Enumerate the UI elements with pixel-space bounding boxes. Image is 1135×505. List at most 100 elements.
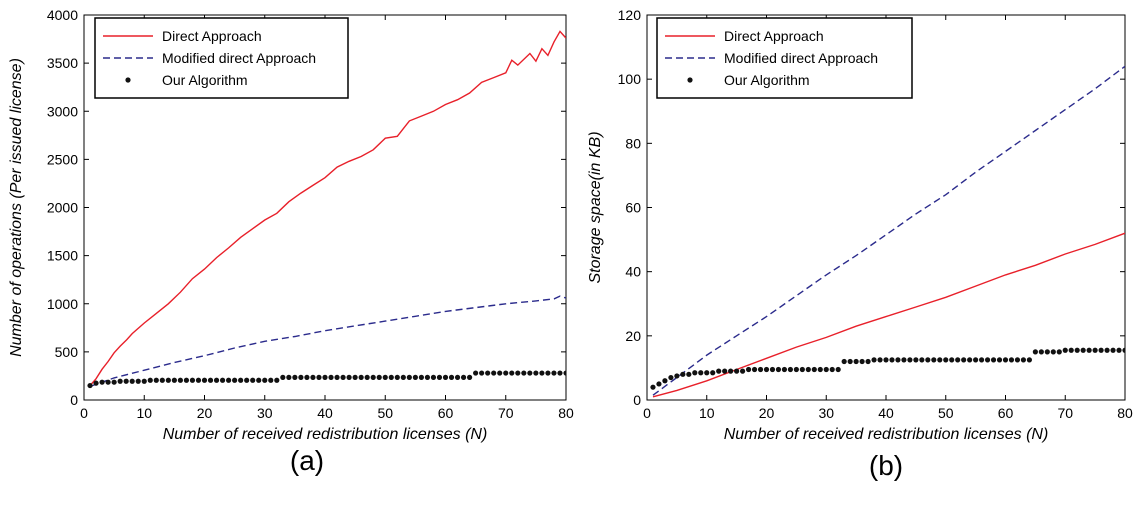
- data-point: [919, 357, 925, 363]
- data-point: [728, 368, 734, 374]
- data-point: [159, 377, 165, 383]
- data-point: [1098, 347, 1104, 353]
- data-point: [1044, 349, 1050, 355]
- legend-marker: [687, 77, 693, 83]
- data-point: [213, 377, 220, 383]
- y-axis-label: Storage space(in KB): [587, 131, 604, 283]
- x-tick-label: 20: [197, 405, 213, 421]
- x-axis-label: Number of received redistribution licens…: [724, 426, 1049, 443]
- y-tick-label: 3500: [47, 55, 78, 71]
- data-point: [226, 377, 232, 383]
- data-point: [781, 366, 788, 373]
- x-tick-label: 30: [257, 405, 273, 421]
- data-point: [340, 374, 346, 380]
- data-point: [841, 358, 847, 365]
- data-point: [286, 374, 292, 380]
- data-point: [889, 357, 895, 363]
- data-point: [460, 374, 467, 380]
- data-point: [479, 370, 485, 376]
- data-point: [491, 370, 497, 376]
- data-point: [111, 379, 117, 385]
- data-point: [674, 373, 680, 379]
- y-tick-label: 100: [618, 71, 642, 87]
- x-tick-label: 0: [80, 405, 88, 421]
- legend-marker: [125, 77, 131, 83]
- x-tick-label: 40: [317, 405, 333, 421]
- data-point: [280, 374, 286, 380]
- data-point: [967, 357, 973, 363]
- data-point: [787, 366, 794, 373]
- y-tick-label: 2000: [47, 200, 78, 216]
- series-our-algorithm: [650, 347, 1125, 390]
- data-point: [1002, 357, 1009, 363]
- data-point: [370, 374, 376, 380]
- data-point: [1104, 347, 1110, 353]
- data-point: [388, 374, 394, 380]
- data-point: [757, 366, 764, 373]
- data-point: [734, 368, 740, 374]
- y-tick-label: 1500: [47, 248, 78, 264]
- data-point: [424, 374, 431, 380]
- data-point: [99, 379, 105, 385]
- data-point: [686, 371, 692, 377]
- data-point: [135, 378, 141, 384]
- data-point: [533, 370, 539, 376]
- chart-panel-a: 0 10 20 30 40 50 60 70 80 0 500 1000 1500 2000 2500 300…: [8, 7, 574, 476]
- data-point: [183, 377, 190, 383]
- legend: Direct Approach Modified direct Approach O…: [656, 17, 913, 99]
- data-point: [961, 357, 967, 363]
- data-point: [219, 377, 226, 383]
- data-point: [563, 370, 566, 376]
- x-tick-label: 10: [699, 405, 715, 421]
- data-point: [244, 377, 250, 383]
- data-point: [1056, 349, 1062, 355]
- data-point: [1050, 349, 1056, 355]
- y-tick-label: 60: [625, 200, 641, 216]
- data-point: [1116, 347, 1122, 353]
- data-point: [304, 374, 310, 380]
- data-point: [692, 370, 698, 376]
- data-point: [364, 374, 370, 380]
- data-point: [298, 374, 304, 380]
- data-point: [871, 357, 877, 363]
- data-point: [943, 357, 949, 363]
- data-point: [805, 366, 811, 373]
- data-point: [539, 370, 545, 376]
- data-point: [704, 370, 710, 376]
- data-point: [1032, 349, 1038, 355]
- y-tick-label: 20: [625, 328, 641, 344]
- data-point: [316, 374, 322, 380]
- data-point: [1068, 347, 1074, 353]
- data-point: [141, 378, 147, 384]
- data-point: [292, 374, 298, 380]
- data-point: [165, 377, 171, 383]
- data-point: [473, 370, 479, 376]
- data-point: [262, 377, 268, 383]
- data-point: [1008, 357, 1015, 363]
- data-point: [859, 358, 865, 365]
- data-point: [722, 368, 728, 374]
- y-tick-label: 2500: [47, 151, 78, 167]
- data-point: [913, 357, 919, 363]
- y-tick-label: 4000: [47, 7, 78, 23]
- data-point: [710, 370, 716, 376]
- data-point: [503, 370, 509, 376]
- data-point: [1110, 347, 1116, 353]
- data-point: [454, 374, 461, 380]
- data-point: [346, 374, 352, 380]
- data-point: [883, 357, 889, 363]
- data-point: [698, 370, 704, 376]
- y-tick-label: 80: [625, 135, 641, 151]
- data-point: [515, 370, 521, 376]
- data-point: [751, 366, 758, 373]
- series-direct-approach-line: [652, 232, 1125, 398]
- data-point: [509, 370, 515, 376]
- data-point: [195, 377, 202, 383]
- data-point: [1038, 349, 1044, 355]
- x-tick-label: 20: [759, 405, 775, 421]
- data-point: [979, 357, 985, 363]
- y-tick-label: 0: [70, 392, 78, 408]
- y-tick-label: 3000: [47, 103, 78, 119]
- data-point: [949, 357, 955, 363]
